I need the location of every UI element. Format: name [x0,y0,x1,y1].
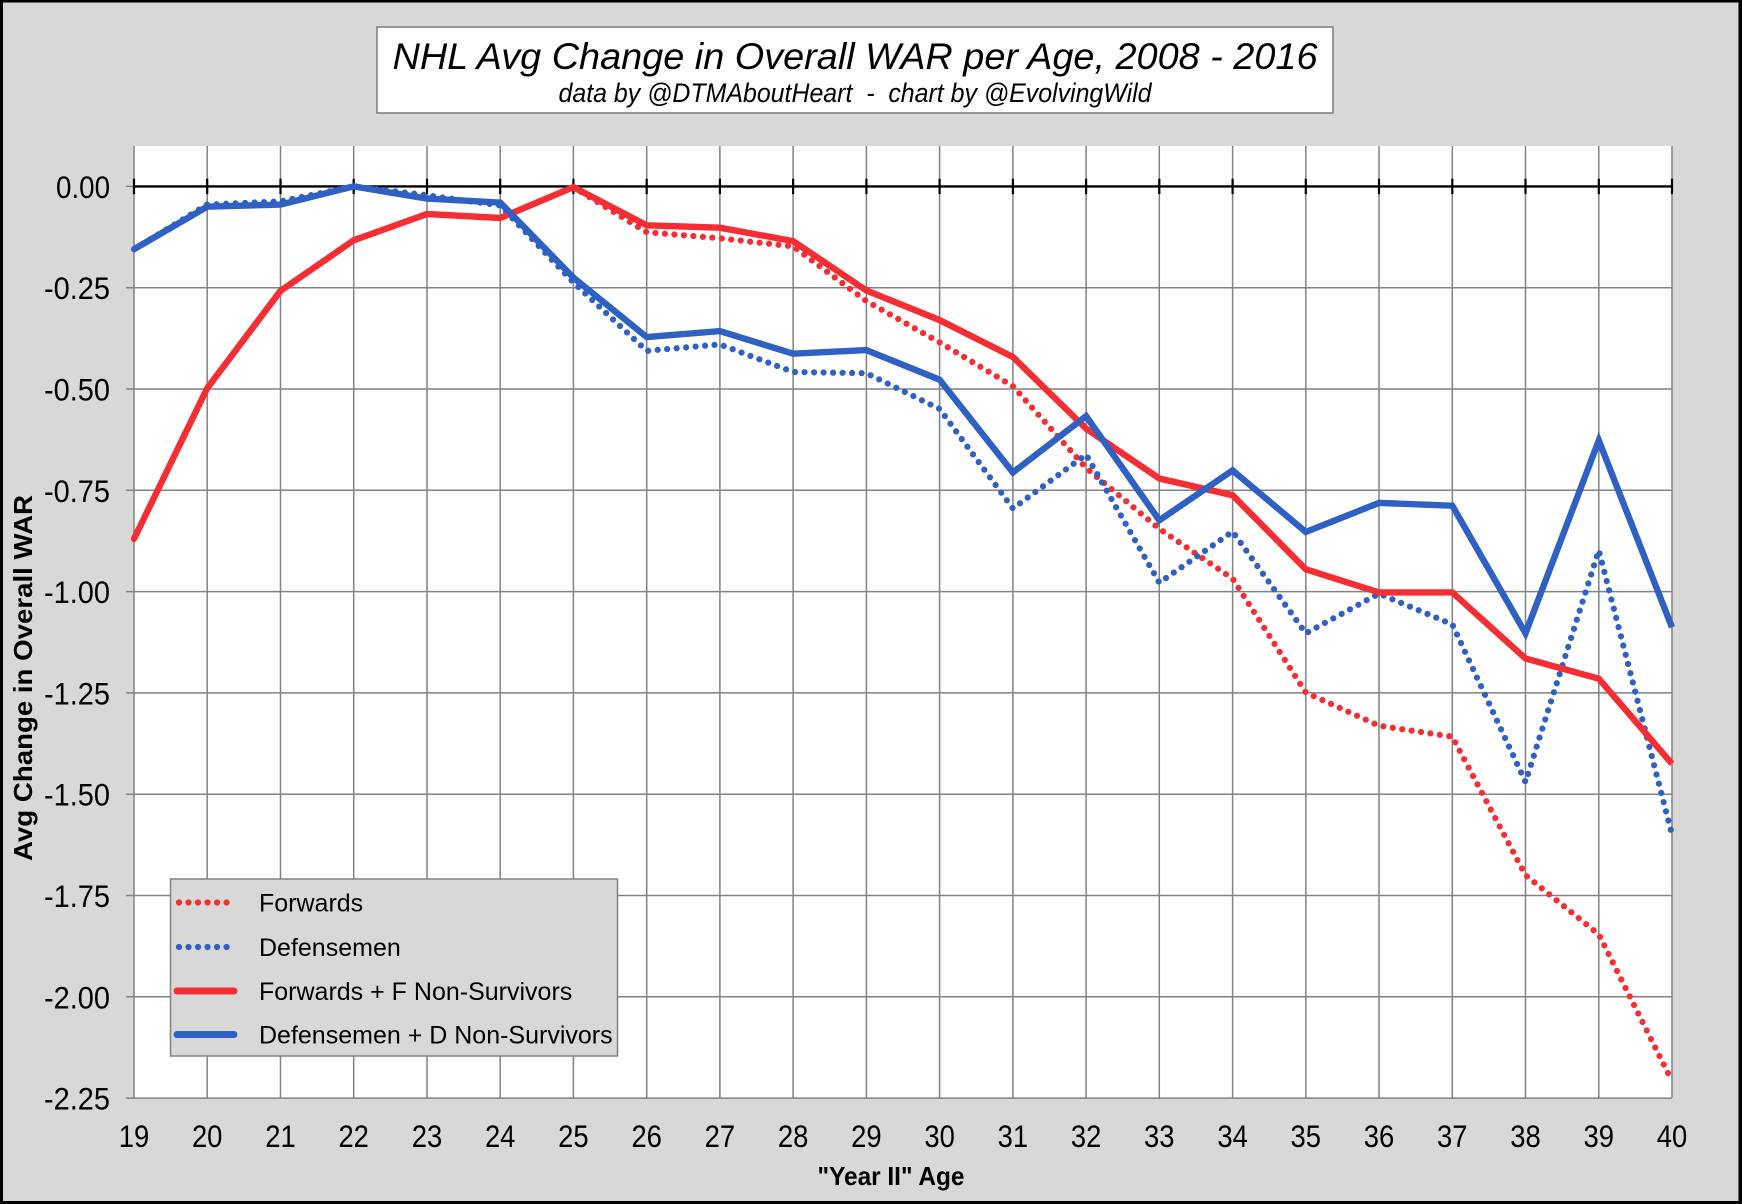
svg-text:40: 40 [1657,1118,1688,1154]
svg-text:28: 28 [778,1118,809,1154]
svg-text:-1.75: -1.75 [44,878,110,914]
svg-text:21: 21 [265,1118,296,1154]
svg-text:-2.25: -2.25 [44,1081,110,1117]
svg-text:26: 26 [631,1118,662,1154]
svg-text:38: 38 [1510,1118,1541,1154]
svg-text:22: 22 [338,1118,369,1154]
svg-text:33: 33 [1144,1118,1175,1154]
svg-text:-1.25: -1.25 [44,675,110,711]
svg-text:-0.25: -0.25 [44,270,110,306]
svg-text:24: 24 [485,1118,516,1154]
svg-text:23: 23 [412,1118,443,1154]
svg-text:19: 19 [119,1118,150,1154]
svg-text:Defensemen: Defensemen [259,934,401,962]
svg-text:0.00: 0.00 [56,169,110,205]
svg-text:25: 25 [558,1118,589,1154]
svg-text:-2.00: -2.00 [44,979,110,1015]
svg-text:36: 36 [1364,1118,1395,1154]
svg-text:20: 20 [192,1118,223,1154]
svg-text:-1.50: -1.50 [44,777,110,813]
svg-text:34: 34 [1217,1118,1248,1154]
svg-text:30: 30 [924,1118,955,1154]
svg-text:27: 27 [705,1118,736,1154]
svg-text:35: 35 [1291,1118,1322,1154]
svg-text:NHL Avg Change in Overall WAR: NHL Avg Change in Overall WAR per Age, 2… [393,35,1318,77]
svg-text:31: 31 [998,1118,1029,1154]
svg-text:32: 32 [1071,1118,1102,1154]
svg-text:29: 29 [851,1118,882,1154]
svg-text:-1.00: -1.00 [44,574,110,610]
svg-text:data by @DTMAboutHeart - cha: data by @DTMAboutHeart - chart by @Evolv… [559,78,1153,108]
svg-text:-0.50: -0.50 [44,372,110,408]
svg-text:"Year II" Age: "Year II" Age [818,1161,965,1191]
svg-text:Defensemen + D Non-Survivors: Defensemen + D Non-Survivors [259,1022,613,1050]
svg-text:Forwards: Forwards [259,890,363,918]
svg-text:37: 37 [1437,1118,1468,1154]
svg-text:Avg Change in Overall WAR: Avg Change in Overall WAR [8,495,38,861]
svg-text:-0.75: -0.75 [44,473,110,509]
svg-text:39: 39 [1584,1118,1615,1154]
svg-text:Forwards + F Non-Survivors: Forwards + F Non-Survivors [259,978,572,1006]
